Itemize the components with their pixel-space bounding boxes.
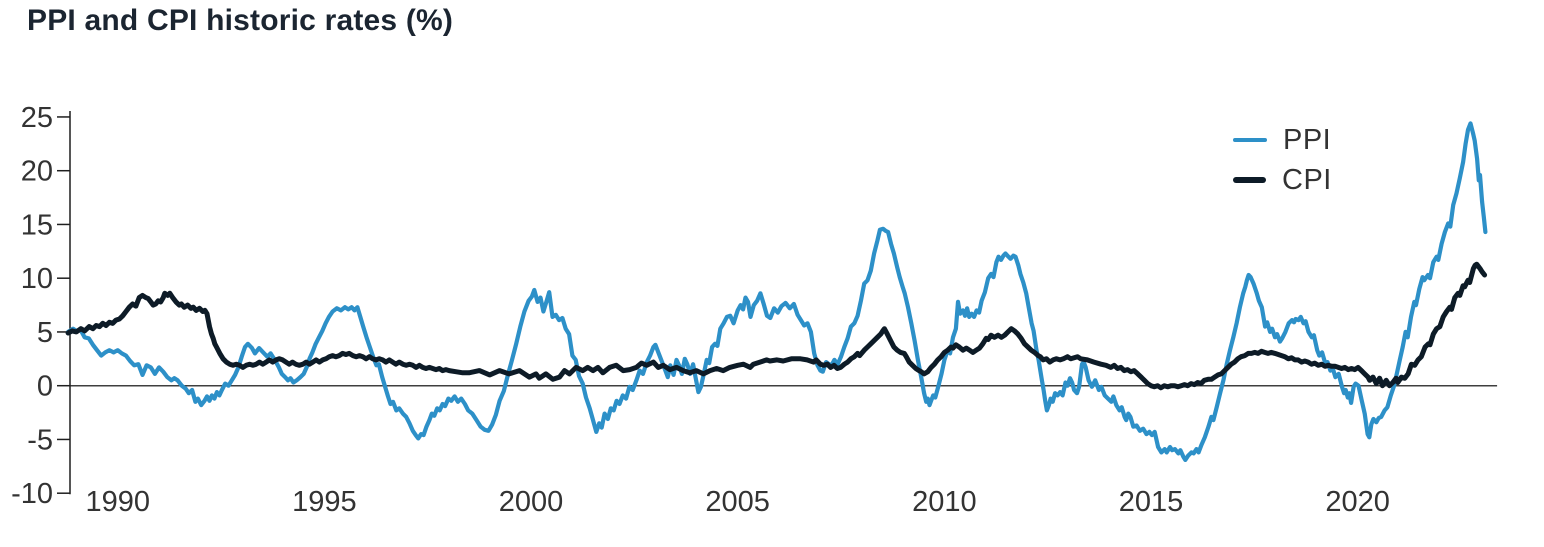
y-tick-label: 0 bbox=[37, 371, 53, 403]
x-tick-label: 2000 bbox=[499, 486, 564, 518]
x-tick-label: 2020 bbox=[1325, 486, 1390, 518]
cpi-line-swatch-icon bbox=[1233, 176, 1266, 184]
legend-item-cpi: CPI bbox=[1233, 160, 1332, 200]
y-tick-label: 10 bbox=[21, 263, 53, 295]
x-tick-label: 1995 bbox=[292, 486, 357, 518]
y-tick-label: 20 bbox=[21, 156, 53, 188]
y-tick-label: -10 bbox=[11, 478, 53, 510]
legend-label-cpi: CPI bbox=[1282, 163, 1332, 196]
ppi-line bbox=[66, 121, 1488, 462]
legend: PPI CPI bbox=[1233, 120, 1332, 200]
y-tick-label: 15 bbox=[21, 209, 53, 241]
cpi-line bbox=[65, 261, 1488, 391]
chart-title: PPI and CPI historic rates (%) bbox=[27, 4, 454, 37]
y-tick-label: -5 bbox=[27, 424, 53, 456]
legend-label-ppi: PPI bbox=[1283, 123, 1332, 156]
y-tick-label: 5 bbox=[37, 317, 53, 349]
x-tick-label: 2015 bbox=[1119, 486, 1184, 518]
ppi-line-swatch-icon bbox=[1233, 137, 1267, 143]
x-tick-label: 1990 bbox=[85, 486, 150, 518]
legend-item-ppi: PPI bbox=[1233, 120, 1332, 160]
x-tick-label: 2010 bbox=[912, 486, 977, 518]
y-tick-label: 25 bbox=[21, 102, 53, 134]
x-tick-label: 2005 bbox=[705, 486, 770, 518]
